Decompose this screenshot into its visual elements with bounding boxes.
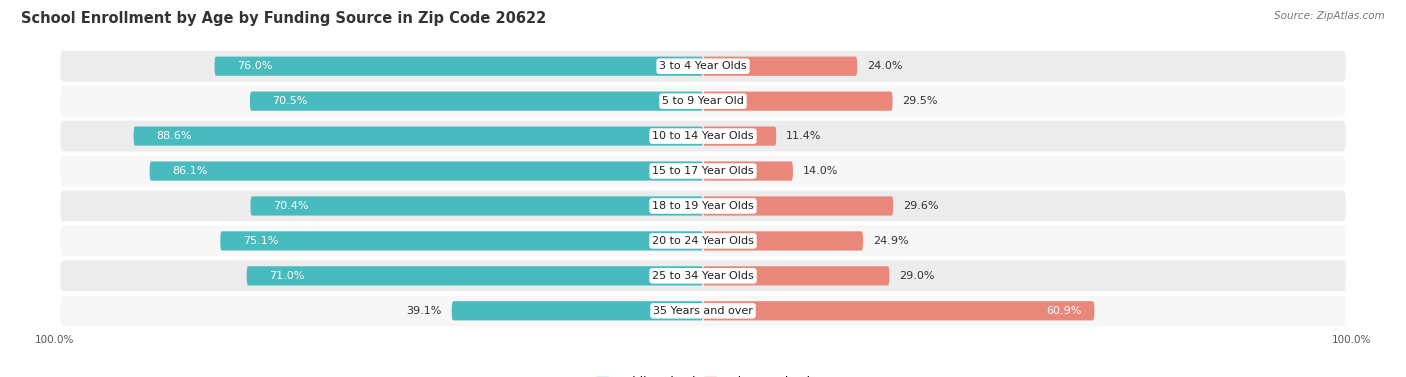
FancyBboxPatch shape: [703, 92, 893, 111]
FancyBboxPatch shape: [60, 261, 1346, 291]
Text: 70.5%: 70.5%: [273, 96, 308, 106]
FancyBboxPatch shape: [703, 161, 793, 181]
Text: School Enrollment by Age by Funding Source in Zip Code 20622: School Enrollment by Age by Funding Sour…: [21, 11, 547, 26]
Text: 24.0%: 24.0%: [868, 61, 903, 71]
FancyBboxPatch shape: [250, 92, 703, 111]
FancyBboxPatch shape: [246, 266, 703, 285]
FancyBboxPatch shape: [60, 86, 1346, 116]
FancyBboxPatch shape: [60, 296, 1346, 326]
Text: 100.0%: 100.0%: [1331, 334, 1371, 345]
Text: 71.0%: 71.0%: [269, 271, 305, 281]
FancyBboxPatch shape: [60, 191, 1346, 221]
FancyBboxPatch shape: [703, 57, 858, 76]
Legend: Public School, Private School: Public School, Private School: [596, 376, 810, 377]
FancyBboxPatch shape: [703, 231, 863, 251]
FancyBboxPatch shape: [221, 231, 703, 251]
Text: 60.9%: 60.9%: [1046, 306, 1081, 316]
Text: 75.1%: 75.1%: [243, 236, 278, 246]
Text: 3 to 4 Year Olds: 3 to 4 Year Olds: [659, 61, 747, 71]
Text: Source: ZipAtlas.com: Source: ZipAtlas.com: [1274, 11, 1385, 21]
Text: 25 to 34 Year Olds: 25 to 34 Year Olds: [652, 271, 754, 281]
FancyBboxPatch shape: [703, 266, 890, 285]
FancyBboxPatch shape: [60, 156, 1346, 186]
FancyBboxPatch shape: [703, 301, 1094, 320]
Text: 24.9%: 24.9%: [873, 236, 908, 246]
Text: 76.0%: 76.0%: [238, 61, 273, 71]
FancyBboxPatch shape: [134, 126, 703, 146]
Text: 14.0%: 14.0%: [803, 166, 838, 176]
Text: 29.5%: 29.5%: [903, 96, 938, 106]
FancyBboxPatch shape: [60, 225, 1346, 256]
Text: 35 Years and over: 35 Years and over: [652, 306, 754, 316]
FancyBboxPatch shape: [250, 196, 703, 216]
FancyBboxPatch shape: [149, 161, 703, 181]
FancyBboxPatch shape: [60, 121, 1346, 152]
FancyBboxPatch shape: [60, 51, 1346, 81]
Text: 29.0%: 29.0%: [898, 271, 935, 281]
Text: 100.0%: 100.0%: [35, 334, 75, 345]
FancyBboxPatch shape: [703, 196, 893, 216]
Text: 5 to 9 Year Old: 5 to 9 Year Old: [662, 96, 744, 106]
FancyBboxPatch shape: [215, 57, 703, 76]
FancyBboxPatch shape: [703, 126, 776, 146]
Text: 88.6%: 88.6%: [156, 131, 191, 141]
Text: 15 to 17 Year Olds: 15 to 17 Year Olds: [652, 166, 754, 176]
Text: 86.1%: 86.1%: [172, 166, 208, 176]
FancyBboxPatch shape: [451, 301, 703, 320]
Text: 11.4%: 11.4%: [786, 131, 821, 141]
Text: 18 to 19 Year Olds: 18 to 19 Year Olds: [652, 201, 754, 211]
Text: 70.4%: 70.4%: [273, 201, 308, 211]
Text: 39.1%: 39.1%: [406, 306, 441, 316]
Text: 29.6%: 29.6%: [903, 201, 938, 211]
Text: 10 to 14 Year Olds: 10 to 14 Year Olds: [652, 131, 754, 141]
Text: 20 to 24 Year Olds: 20 to 24 Year Olds: [652, 236, 754, 246]
